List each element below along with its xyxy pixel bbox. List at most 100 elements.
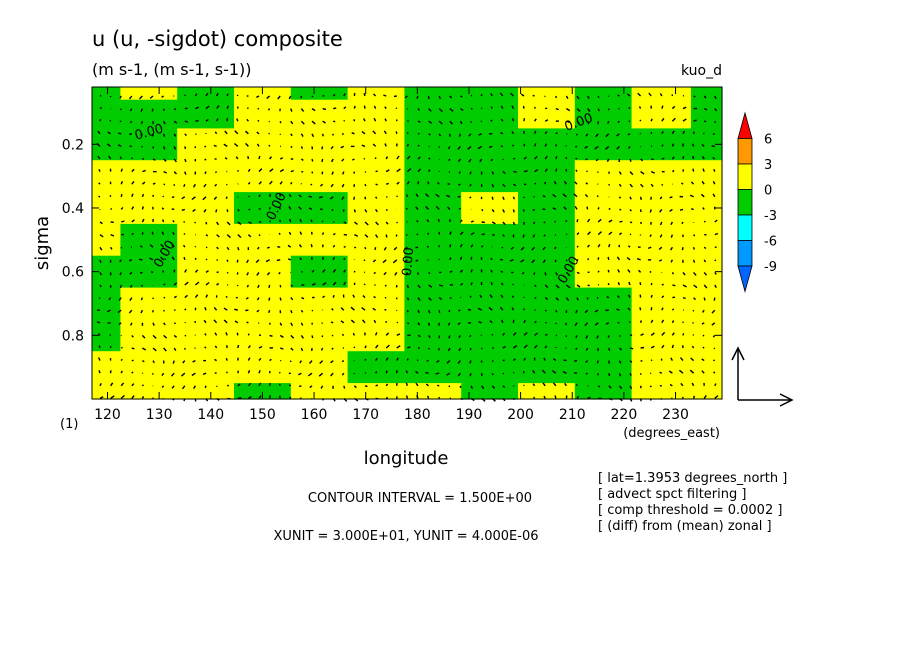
vector-arrow xyxy=(213,144,217,148)
shading-cell xyxy=(234,255,292,289)
vector-arrow xyxy=(161,95,164,98)
vector-arrow xyxy=(618,360,622,364)
shading-cell xyxy=(518,160,576,193)
vector-arrow xyxy=(247,369,251,374)
vector-arrow xyxy=(321,171,324,175)
vector-arrow xyxy=(375,196,378,199)
vector-arrow xyxy=(563,206,567,210)
vector-arrow xyxy=(650,319,654,324)
vector-arrow xyxy=(245,259,250,264)
vector-arrow xyxy=(629,183,634,188)
vector-arrow xyxy=(689,369,695,374)
vector-arrow xyxy=(426,219,430,223)
vector-arrow xyxy=(502,221,506,226)
vector-arrow xyxy=(266,271,271,276)
vector-arrow xyxy=(533,272,536,275)
vector-arrow xyxy=(117,144,122,148)
vector-arrow xyxy=(417,168,422,173)
vector-arrow xyxy=(350,306,355,311)
vector-arrow xyxy=(544,345,548,349)
vector-arrow xyxy=(544,272,547,276)
shading-cell xyxy=(177,351,235,384)
vector-arrow xyxy=(215,118,219,122)
vector-arrow xyxy=(205,258,208,261)
vector-arrow xyxy=(128,309,133,314)
vector-arrow xyxy=(364,209,368,213)
vector-arrow xyxy=(682,271,686,276)
vector-arrow xyxy=(587,95,590,99)
vector-arrow xyxy=(131,180,135,185)
shading-cell xyxy=(234,287,292,320)
vector-arrow xyxy=(640,158,644,162)
vector-arrow xyxy=(204,171,207,175)
x-tick-label: 220 xyxy=(611,407,638,423)
vector-arrow xyxy=(308,207,313,211)
vector-arrow xyxy=(714,219,718,223)
vector-arrow xyxy=(99,396,104,400)
vector-arrow xyxy=(417,108,421,111)
vector-arrow xyxy=(320,347,324,351)
vector-arrow xyxy=(650,332,655,336)
vector-arrow xyxy=(481,245,484,248)
vector-arrow xyxy=(470,244,474,248)
vector-arrow xyxy=(384,106,387,110)
vector-arrow xyxy=(481,208,484,212)
vector-arrow xyxy=(214,183,218,187)
vector-arrow xyxy=(470,385,474,389)
vector-arrow xyxy=(289,396,292,399)
vector-arrow xyxy=(405,207,408,210)
vector-arrow xyxy=(565,322,568,326)
vector-arrow xyxy=(661,307,664,311)
vector-arrow xyxy=(385,332,390,336)
shading-cell xyxy=(290,319,349,352)
vector-arrow xyxy=(649,270,652,273)
vector-arrow xyxy=(502,158,504,161)
vector-arrow xyxy=(607,120,610,124)
vector-arrow xyxy=(298,385,302,388)
vector-arrow xyxy=(416,233,419,236)
vector-arrow xyxy=(458,347,462,352)
vector-arrow xyxy=(373,319,377,324)
vector-arrow xyxy=(322,282,327,286)
vector-arrow xyxy=(513,170,517,173)
vector-arrow xyxy=(713,297,716,301)
vector-arrow xyxy=(502,359,505,362)
vector-arrow xyxy=(639,385,642,389)
vector-arrow xyxy=(502,345,506,349)
vector-arrow xyxy=(372,130,377,135)
vector-arrow xyxy=(131,383,135,387)
vector-arrow xyxy=(712,180,716,185)
vector-arrow xyxy=(383,94,387,97)
vector-arrow xyxy=(585,335,589,339)
vector-arrow xyxy=(511,307,515,311)
vector-arrow xyxy=(331,347,334,350)
vector-arrow xyxy=(596,195,599,198)
vector-arrow xyxy=(713,347,716,350)
vector-arrow xyxy=(279,181,283,185)
vector-arrow xyxy=(491,360,494,363)
vector-arrow xyxy=(266,246,270,249)
vector-arrow xyxy=(255,259,260,264)
vector-arrow xyxy=(576,395,580,399)
vector-arrow xyxy=(204,158,207,161)
vector-arrow xyxy=(363,259,366,262)
shading-cell xyxy=(177,383,235,400)
vector-arrow xyxy=(120,206,124,210)
vector-arrow xyxy=(383,271,387,276)
vector-arrow xyxy=(195,133,197,136)
vector-arrow xyxy=(691,345,695,349)
vector-arrow xyxy=(182,244,186,248)
shading-cell xyxy=(404,192,462,225)
vector-arrow xyxy=(364,358,367,361)
vector-arrow xyxy=(597,218,602,223)
vector-arrow xyxy=(192,208,196,213)
shading-cell xyxy=(631,87,692,101)
vector-arrow xyxy=(502,332,506,336)
vector-arrow xyxy=(131,334,134,338)
shading-cell xyxy=(574,287,633,320)
vector-arrow xyxy=(98,370,101,374)
vector-arrow xyxy=(364,372,367,374)
vector-arrow xyxy=(629,208,632,212)
vector-arrow xyxy=(268,193,272,197)
shading-cell xyxy=(691,351,723,384)
